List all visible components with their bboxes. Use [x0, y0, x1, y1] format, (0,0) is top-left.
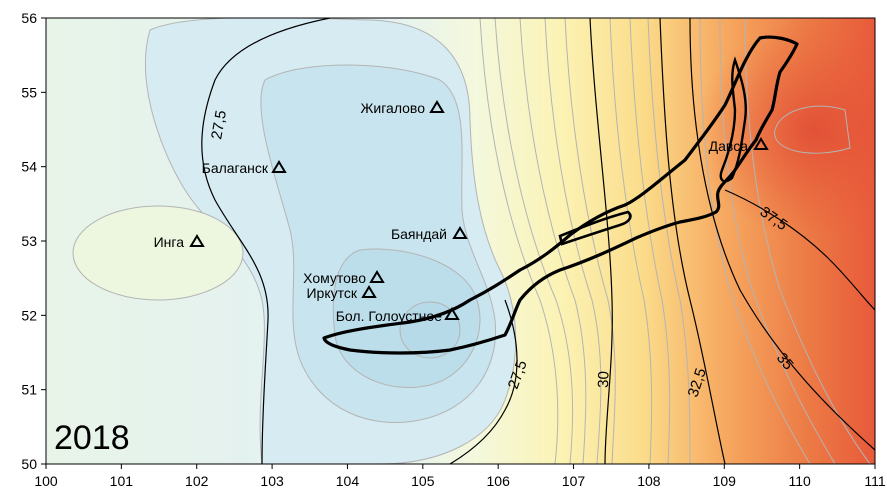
- y-tick-label: 54: [21, 159, 37, 175]
- station-inga: Инга: [154, 234, 205, 250]
- y-tick-label: 50: [21, 456, 37, 472]
- x-tick-label: 102: [185, 473, 209, 489]
- station-marker-icon: [369, 270, 385, 283]
- station-irkutsk: Иркутск: [306, 285, 377, 301]
- y-tick-label: 51: [21, 382, 37, 398]
- olkhon-island: [719, 56, 747, 183]
- station-label: Баяндай: [391, 226, 447, 242]
- x-tick-label: 108: [637, 473, 661, 489]
- station-marker-icon: [429, 100, 445, 113]
- station-marker-icon: [271, 160, 287, 173]
- x-tick-label: 104: [336, 473, 360, 489]
- x-tick-label: 110: [788, 473, 811, 489]
- station-marker-icon: [444, 307, 460, 320]
- inga-warm-spot: [72, 205, 244, 301]
- station-bol-goloustnoe: Бол. Голоустное: [336, 307, 460, 324]
- y-tick-label: 56: [21, 10, 37, 26]
- contour-37-5: [724, 189, 875, 311]
- major-contours: [201, 18, 875, 464]
- y-axis: 50 51 52 53 54 55 56: [21, 10, 46, 472]
- contour-30: [589, 18, 613, 464]
- contour-label: 27,5: [208, 109, 230, 141]
- station-label: Давса: [709, 138, 749, 154]
- contour-32-5: [659, 18, 726, 464]
- cold-region-center: [399, 301, 461, 359]
- contour-35: [689, 18, 875, 451]
- contour-27-5: [201, 18, 331, 464]
- station-label: Балаганск: [202, 160, 269, 176]
- station-bayanday: Баяндай: [391, 226, 468, 242]
- x-tick-label: 111: [864, 473, 885, 489]
- plot-area: Жигалово Балаганск Инга Баяндай Хомутово…: [46, 18, 875, 464]
- station-marker-icon: [452, 226, 468, 239]
- contour-27-5-east: [449, 299, 518, 464]
- station-zhigalovo: Жигалово: [360, 100, 445, 116]
- station-davsa: Давса: [709, 137, 769, 154]
- station-balagansk: Балаганск: [202, 160, 287, 176]
- station-label: Иркутск: [306, 285, 357, 301]
- station-label: Хомутово: [303, 270, 366, 286]
- station-marker-icon: [361, 285, 377, 298]
- x-tick-label: 106: [487, 473, 511, 489]
- station-label: Жигалово: [360, 100, 425, 116]
- y-tick-label: 53: [21, 233, 37, 249]
- x-tick-label: 107: [562, 473, 586, 489]
- x-axis: 100 101 102 103 104 105 106 107 108 109 110 111: [34, 464, 886, 489]
- lake-inner-outline: [558, 210, 632, 246]
- lake-baikal-outline: [322, 35, 799, 355]
- station-label: Бол. Голоустное: [336, 308, 442, 324]
- y-tick-label: 55: [21, 84, 37, 100]
- x-tick-label: 101: [110, 473, 134, 489]
- x-tick-label: 100: [34, 473, 58, 489]
- station-marker-icon: [189, 234, 205, 247]
- y-tick-label: 52: [21, 307, 37, 323]
- station-marker-icon: [753, 137, 769, 150]
- station-label: Инга: [154, 234, 185, 250]
- station-khomutovo: Хомутово: [303, 270, 385, 286]
- minor-contours: [479, 18, 871, 464]
- x-tick-label: 109: [713, 473, 737, 489]
- x-tick-label: 103: [260, 473, 284, 489]
- x-tick-label: 105: [411, 473, 435, 489]
- contour-label: 30: [595, 371, 613, 388]
- year-label: 2018: [54, 419, 130, 457]
